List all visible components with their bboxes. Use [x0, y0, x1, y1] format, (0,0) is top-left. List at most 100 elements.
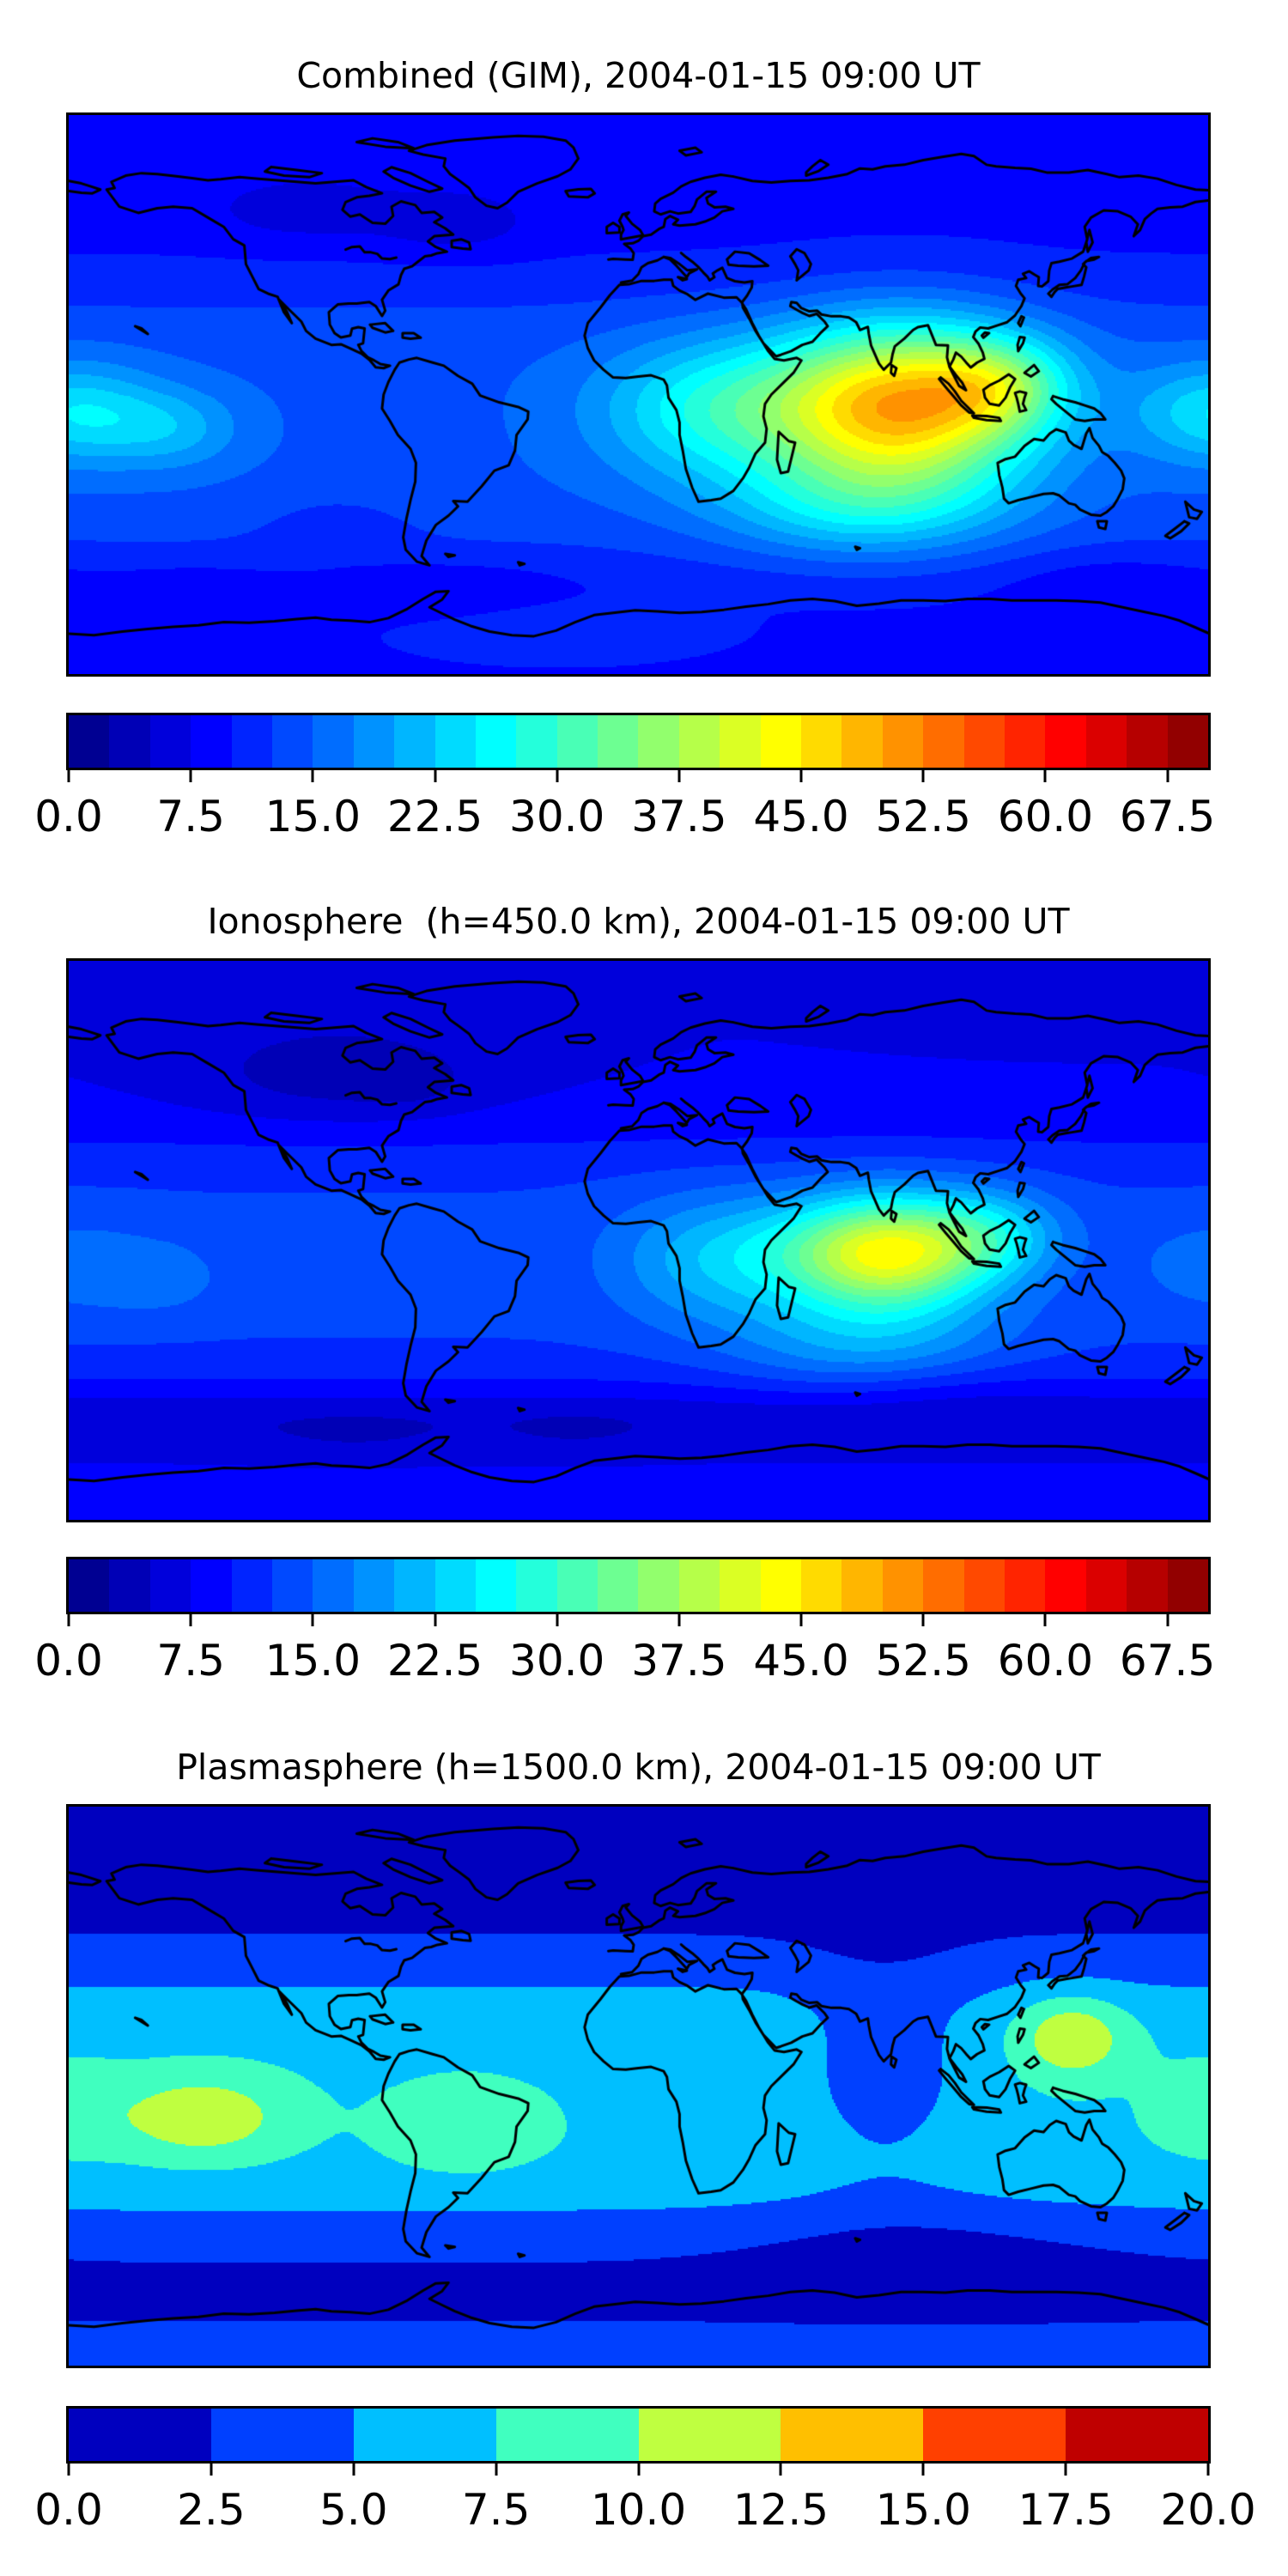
colorbar-tick	[210, 2464, 213, 2476]
colorbar-segment	[353, 1559, 395, 1612]
colorbar-segment	[638, 2409, 781, 2461]
colorbar-tick-label: 67.5	[1119, 1636, 1216, 1686]
colorbar-tick	[921, 770, 925, 782]
colorbar-tick-label: 30.0	[509, 792, 605, 841]
colorbar-tick	[434, 770, 437, 782]
colorbar-segment	[963, 1559, 1005, 1612]
colorbar-segment	[882, 715, 924, 768]
colorbar-segment	[923, 1559, 964, 1612]
colorbar-tick	[556, 1614, 559, 1626]
colorbar-segment	[1167, 715, 1208, 768]
colorbar-tick	[779, 2464, 782, 2476]
colorbar-segment	[1167, 1559, 1208, 1612]
colorbar-segment	[271, 1559, 313, 1612]
colorbar-tick-label: 37.5	[631, 1636, 727, 1686]
colorbar-tick	[799, 770, 803, 782]
colorbar-tick	[311, 1614, 314, 1626]
colorbar-gradient-combined	[69, 715, 1208, 768]
colorbar-ticks-ionosphere	[67, 1614, 1208, 1626]
colorbar-segment	[109, 715, 150, 768]
colorbar-combined	[66, 713, 1211, 770]
colorbar-tick-label: 5.0	[319, 2485, 388, 2535]
colorbar-tick-label: 12.5	[732, 2485, 829, 2535]
colorbar-tick	[67, 1614, 70, 1626]
colorbar-segment	[1004, 1559, 1046, 1612]
tec-contour-canvas-ionosphere	[69, 961, 1208, 1520]
colorbar-segment	[394, 1559, 435, 1612]
colorbar-tick	[637, 2464, 640, 2476]
colorbar-tick	[67, 2464, 70, 2476]
colorbar-tick-label: 10.0	[590, 2485, 687, 2535]
colorbar-tick-label: 0.0	[34, 2485, 103, 2535]
colorbar-tick-label: 17.5	[1018, 2485, 1114, 2535]
colorbar-segment	[801, 1559, 842, 1612]
world-map-plasmasphere	[66, 1804, 1211, 2368]
colorbar-tick-label: 37.5	[631, 792, 727, 841]
colorbar-gradient-plasmasphere	[69, 2409, 1208, 2461]
colorbar-tick	[1043, 1614, 1047, 1626]
colorbar-tick	[921, 1614, 925, 1626]
colorbar-segment	[963, 715, 1005, 768]
colorbar-tick-label: 22.5	[386, 792, 483, 841]
colorbar-gradient-ionosphere	[69, 1559, 1208, 1612]
colorbar-ticks-combined	[67, 770, 1208, 782]
colorbar-segment	[109, 1559, 150, 1612]
colorbar-tick-label: 60.0	[997, 792, 1094, 841]
colorbar-tick	[1064, 2464, 1067, 2476]
tec-contour-canvas-combined	[69, 115, 1208, 674]
colorbar-segment	[516, 1559, 557, 1612]
colorbar-segment	[598, 715, 639, 768]
colorbar-segment	[271, 715, 313, 768]
colorbar-segment	[801, 715, 842, 768]
colorbar-segment	[678, 1559, 720, 1612]
colorbar-tick-label: 67.5	[1119, 792, 1216, 841]
colorbar-segment	[434, 1559, 476, 1612]
colorbar-tick-label: 15.0	[264, 792, 361, 841]
colorbar-segment	[231, 1559, 272, 1612]
colorbar-segment	[210, 2409, 354, 2461]
colorbar-segment	[841, 715, 883, 768]
colorbar-tick-label: 52.5	[875, 1636, 971, 1686]
colorbar-segment	[1066, 2409, 1208, 2461]
colorbar-segment	[598, 1559, 639, 1612]
colorbar-tick-label: 45.0	[753, 1636, 849, 1686]
colorbar-segment	[1085, 1559, 1127, 1612]
colorbar-segment	[191, 715, 232, 768]
colorbar-labels-ionosphere: 0.0 7.5 15.0 22.5 30.0 37.5 45.0 52.5 60.0 67.5	[34, 1636, 1215, 1686]
colorbar-segment	[1045, 715, 1086, 768]
colorbar-segment	[638, 715, 679, 768]
colorbar-tick-label: 15.0	[264, 1636, 361, 1686]
colorbar-segment	[556, 715, 598, 768]
panel-title-combined: Combined (GIM), 2004-01-15 09:00 UT	[296, 55, 981, 96]
colorbar-segment	[475, 715, 517, 768]
colorbar-segment	[516, 715, 557, 768]
colorbar-segment	[760, 715, 802, 768]
panel-title-ionosphere: Ionosphere (h=450.0 km), 2004-01-15 09:0…	[207, 901, 1070, 942]
colorbar-tick	[1206, 2464, 1210, 2476]
colorbar-segment	[882, 1559, 924, 1612]
colorbar-tick	[677, 1614, 681, 1626]
world-map-ionosphere	[66, 958, 1211, 1522]
colorbar-tick	[189, 770, 192, 782]
colorbar-segment	[69, 715, 110, 768]
colorbar-tick	[677, 770, 681, 782]
colorbar-segment	[1085, 715, 1127, 768]
colorbar-segment	[313, 715, 354, 768]
colorbar-labels-combined: 0.0 7.5 15.0 22.5 30.0 37.5 45.0 52.5 60.0 67.5	[34, 792, 1215, 841]
colorbar-segment	[841, 1559, 883, 1612]
colorbar-segment	[781, 2409, 924, 2461]
colorbar-segment	[1127, 715, 1168, 768]
colorbar-segment	[1127, 1559, 1168, 1612]
colorbar-tick-label: 22.5	[386, 1636, 483, 1686]
colorbar-segment	[149, 715, 191, 768]
colorbar-segment	[69, 2409, 211, 2461]
colorbar-tick-label: 2.5	[177, 2485, 246, 2535]
colorbar-segment	[475, 1559, 517, 1612]
colorbar-tick	[1043, 770, 1047, 782]
colorbar-tick	[799, 1614, 803, 1626]
colorbar-segment	[760, 1559, 802, 1612]
colorbar-tick-label: 7.5	[156, 792, 225, 841]
colorbar-segment	[638, 1559, 679, 1612]
colorbar-tick	[921, 2464, 925, 2476]
colorbar-segment	[720, 715, 761, 768]
